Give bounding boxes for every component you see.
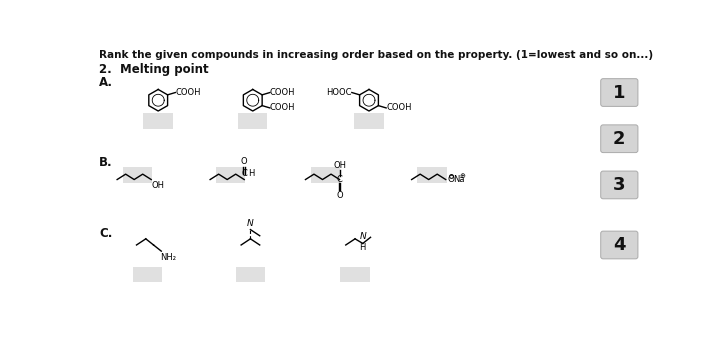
Text: H: H <box>248 169 254 178</box>
Text: 2: 2 <box>613 130 626 148</box>
Text: OH: OH <box>152 181 165 190</box>
Text: B.: B. <box>99 156 113 170</box>
FancyBboxPatch shape <box>600 231 638 259</box>
Bar <box>122 167 152 183</box>
Text: H: H <box>359 244 366 252</box>
Text: NH₂: NH₂ <box>160 253 176 262</box>
Text: ⊕: ⊕ <box>459 173 466 179</box>
Text: COOH: COOH <box>270 88 295 97</box>
Text: COOH: COOH <box>386 103 412 113</box>
Bar <box>215 167 245 183</box>
FancyBboxPatch shape <box>600 171 638 199</box>
FancyBboxPatch shape <box>600 125 638 153</box>
Bar <box>341 267 370 282</box>
Text: Na: Na <box>454 175 465 184</box>
Text: C: C <box>337 175 343 184</box>
Text: A.: A. <box>99 76 113 89</box>
Text: O: O <box>241 158 248 166</box>
Bar <box>143 113 173 129</box>
Text: 3: 3 <box>613 176 626 194</box>
Text: O: O <box>447 175 454 184</box>
Bar <box>417 167 446 183</box>
Text: C: C <box>241 169 247 178</box>
Text: Rank the given compounds in increasing order based on the property. (1=lowest an: Rank the given compounds in increasing o… <box>99 50 654 60</box>
Bar <box>235 267 265 282</box>
Bar <box>132 267 162 282</box>
Text: COOH: COOH <box>270 103 295 113</box>
Bar <box>311 167 341 183</box>
Text: C.: C. <box>99 227 112 240</box>
Text: 4: 4 <box>613 236 626 254</box>
Text: N: N <box>247 219 254 228</box>
Text: 1: 1 <box>613 84 626 102</box>
Bar <box>238 113 267 129</box>
FancyBboxPatch shape <box>600 79 638 107</box>
Text: O: O <box>336 191 343 200</box>
Text: OH: OH <box>333 160 346 170</box>
Bar <box>354 113 384 129</box>
Text: COOH: COOH <box>176 88 201 97</box>
Text: 2.  Melting point: 2. Melting point <box>99 63 209 75</box>
Text: N: N <box>359 232 366 241</box>
Text: HOOC: HOOC <box>326 88 352 97</box>
